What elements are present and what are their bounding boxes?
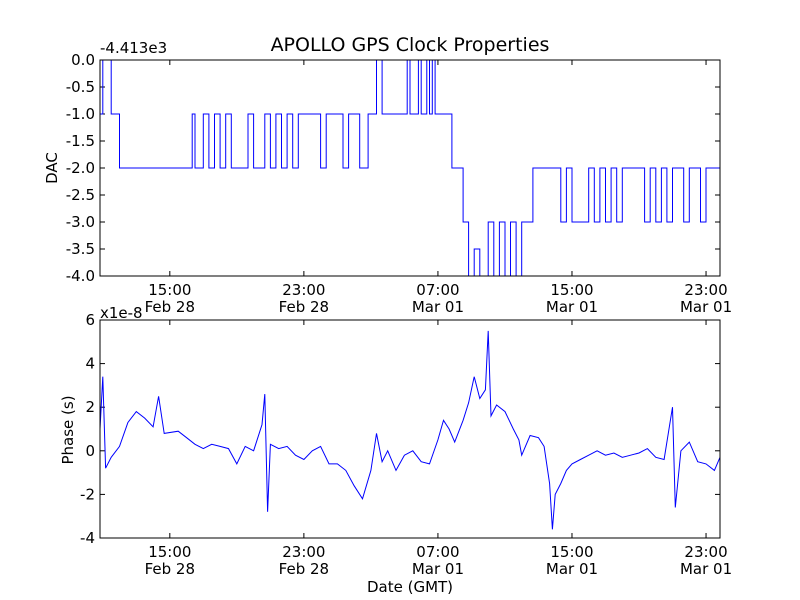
x-tick-time-label: 15:00 (148, 281, 191, 299)
x-tick-time-label: 23:00 (684, 543, 727, 561)
x-tick-date-label: Feb 28 (279, 298, 329, 316)
x-tick-time-label: 23:00 (282, 281, 325, 299)
phase-axes-frame (99, 319, 721, 539)
x-tick-date-label: Mar 01 (412, 560, 464, 578)
series-line (99, 330, 721, 530)
y-tick-label: 4 (85, 355, 95, 373)
x-axis-label: Date (GMT) (367, 578, 453, 596)
y-tick-label: -4.0 (66, 267, 95, 285)
y-tick-label: -3.5 (66, 240, 95, 258)
x-tick-date-label: Feb 28 (145, 560, 195, 578)
x-tick-date-label: Mar 01 (546, 298, 598, 316)
x-tick-time-label: 15:00 (550, 281, 593, 299)
y-tick-label: -1.0 (66, 105, 95, 123)
phase-offset-text: x1e-8 (100, 304, 143, 322)
dac-panel: APOLLO GPS Clock Properties -4.413e3 DAC… (43, 34, 732, 316)
y-tick-label: 2 (85, 398, 95, 416)
dac-y-axis-label: DAC (43, 152, 61, 184)
phase-data (99, 330, 721, 530)
dac-offset-text: -4.413e3 (100, 39, 167, 57)
x-tick-date-label: Feb 28 (279, 560, 329, 578)
y-tick-label: 0.0 (71, 51, 95, 69)
series-line (100, 59, 720, 277)
x-tick-time-label: 23:00 (684, 281, 727, 299)
x-tick-date-label: Mar 01 (680, 560, 732, 578)
dac-ticks (100, 59, 720, 277)
x-tick-time-label: 07:00 (416, 543, 459, 561)
dac-data (100, 59, 720, 277)
y-tick-label: -2 (80, 485, 95, 503)
y-tick-label: -1.5 (66, 132, 95, 150)
x-tick-time-label: 23:00 (282, 543, 325, 561)
x-tick-date-label: Mar 01 (546, 560, 598, 578)
x-tick-time-label: 07:00 (416, 281, 459, 299)
x-tick-time-label: 15:00 (148, 543, 191, 561)
dac-axes-frame (99, 59, 721, 277)
y-tick-label: -2.5 (66, 186, 95, 204)
x-tick-date-label: Mar 01 (680, 298, 732, 316)
y-tick-label: -4 (80, 529, 95, 547)
y-tick-label: 6 (85, 311, 95, 329)
y-tick-label: 0 (85, 442, 95, 460)
chart-title: APOLLO GPS Clock Properties (271, 34, 550, 56)
y-tick-label: -3.0 (66, 213, 95, 231)
phase-y-axis-label: Phase (s) (59, 395, 77, 464)
x-tick-date-label: Feb 28 (145, 298, 195, 316)
y-tick-label: -2.0 (66, 159, 95, 177)
x-tick-time-label: 15:00 (550, 543, 593, 561)
x-tick-date-label: Mar 01 (412, 298, 464, 316)
y-tick-label: -0.5 (66, 78, 95, 96)
